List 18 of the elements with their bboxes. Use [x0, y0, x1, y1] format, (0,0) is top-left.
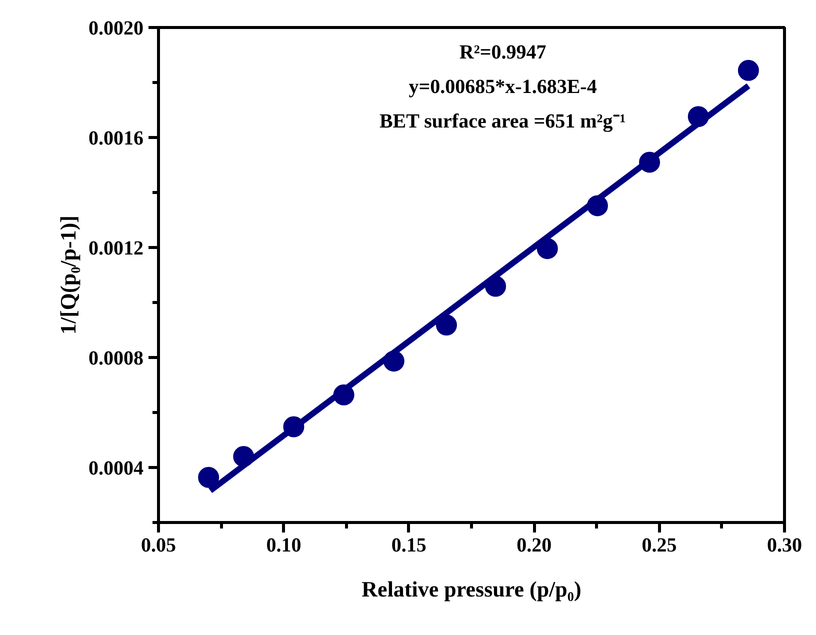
y-tick-label: 0.0012	[88, 238, 144, 260]
y-axis-title: 1/[Q(p₀/p-1)]	[56, 215, 80, 335]
y-tick-label: 0.0020	[88, 18, 144, 40]
annotation: R²=0.9947	[459, 41, 546, 64]
point	[198, 466, 220, 488]
y-tick-label: 0.0004	[88, 458, 144, 480]
x-axis-title: Relative pressure (p/p₀)	[362, 576, 582, 602]
x-tick-label: 0.20	[516, 534, 552, 556]
x-tick-label: 0.15	[391, 534, 426, 556]
point	[738, 60, 759, 81]
y-tick-label: 0.0008	[88, 348, 144, 370]
y-tick-label: 0.0016	[88, 128, 144, 150]
x-tick-label: 0.25	[642, 534, 677, 556]
x-tick-label: 0.05	[141, 534, 176, 556]
annotation: BET surface area =651 m²g⁻¹	[379, 110, 626, 133]
annotation: y=0.00685*x-1.683E-4	[408, 76, 597, 98]
x-tick-label: 0.10	[266, 534, 302, 556]
x-tick-label: 0.30	[767, 534, 802, 556]
